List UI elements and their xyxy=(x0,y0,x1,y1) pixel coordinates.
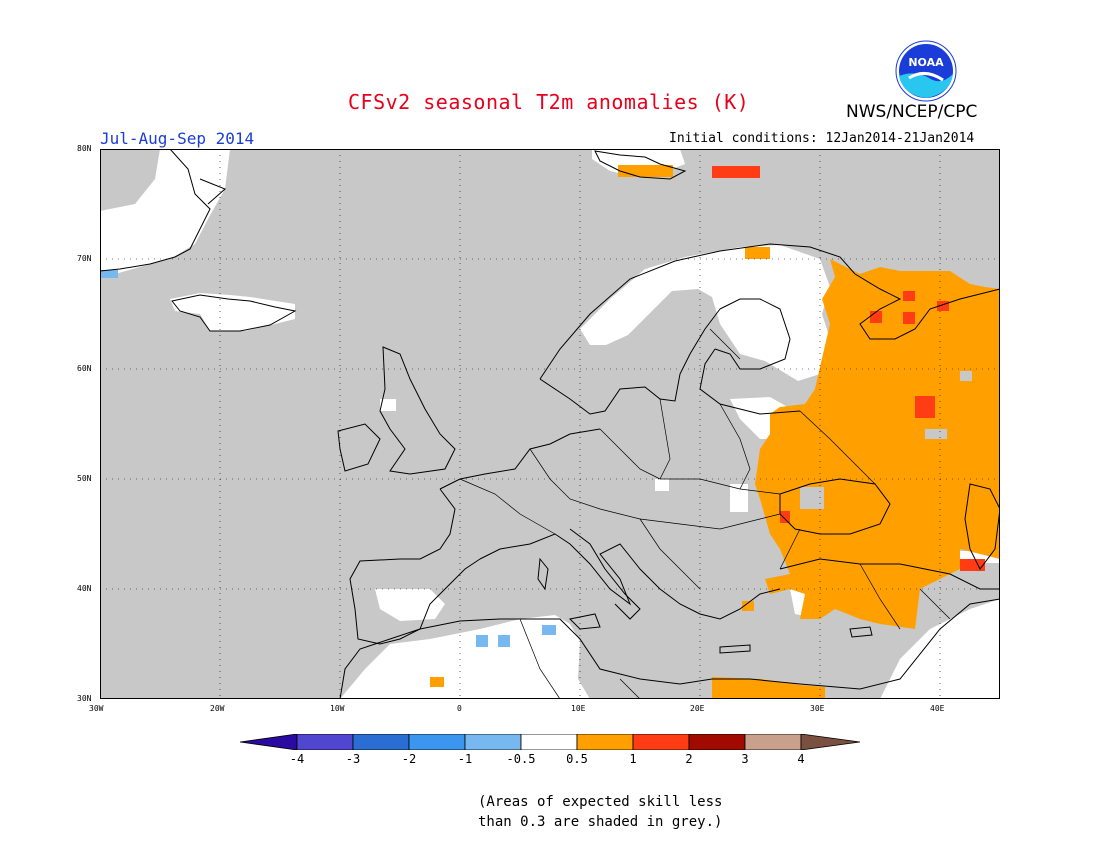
colorbar-seg-6 xyxy=(576,734,634,750)
colorbar-label: 3 xyxy=(741,752,749,766)
lat-label-70n: 70N xyxy=(77,254,92,263)
lon-label-10w: 10W xyxy=(330,704,345,713)
lat-label-80n: 80N xyxy=(77,144,92,153)
colorbar-label: 4 xyxy=(797,752,805,766)
colorbar-label: -1 xyxy=(457,752,473,766)
skill-note: (Areas of expected skill less than 0.3 a… xyxy=(478,792,722,832)
graticule xyxy=(100,149,1000,699)
colorbar-seg-3 xyxy=(408,734,466,750)
skill-note-line-2: than 0.3 are shaded in grey.) xyxy=(478,814,723,830)
lat-label-50n: 50N xyxy=(77,474,92,483)
colorbar-label: -3 xyxy=(345,752,361,766)
skill-note-line-1: (Areas of expected skill less xyxy=(478,794,723,810)
lon-label-0: 0 xyxy=(457,704,462,713)
warm-anomaly-regions xyxy=(430,165,1000,699)
lon-label-20w: 20W xyxy=(210,704,225,713)
colorbar-label: -2 xyxy=(401,752,417,766)
lon-label-20e: 20E xyxy=(690,704,705,713)
forecast-period: Jul-Aug-Sep 2014 xyxy=(100,129,255,148)
strong-warm-regions xyxy=(712,166,985,571)
colorbar-label: 2 xyxy=(685,752,693,766)
lon-label-40e: 40E xyxy=(930,704,945,713)
colorbar-seg-9 xyxy=(744,734,802,750)
lon-label-30e: 30E xyxy=(810,704,825,713)
colorbar-seg-5 xyxy=(520,734,578,750)
country-borders xyxy=(459,328,951,699)
lon-label-10e: 10E xyxy=(571,704,586,713)
colorbar-seg-10 xyxy=(800,734,860,750)
chart-title: CFSv2 seasonal T2m anomalies (K) xyxy=(348,90,750,114)
colorbar-seg-1 xyxy=(296,734,354,750)
colorbar-label: -4 xyxy=(289,752,305,766)
organization-label: NWS/NCEP/CPC xyxy=(846,102,978,122)
cool-anomaly-regions xyxy=(100,270,556,647)
colorbar-label: 1 xyxy=(629,752,637,766)
noaa-logo-icon: NOAA xyxy=(895,40,957,102)
lat-label-40n: 40N xyxy=(77,584,92,593)
lat-label-60n: 60N xyxy=(77,364,92,373)
colorbar-seg-8 xyxy=(688,734,746,750)
colorbar xyxy=(240,734,860,750)
colorbar-seg-0 xyxy=(240,734,298,750)
colorbar-label: -0.5 xyxy=(506,752,536,766)
initial-conditions: Initial conditions: 12Jan2014-21Jan2014 xyxy=(669,131,975,146)
lon-label-30w: 30W xyxy=(89,704,104,713)
logo-text: NOAA xyxy=(908,56,944,69)
colorbar-seg-2 xyxy=(352,734,410,750)
low-skill-patches xyxy=(800,371,972,509)
colorbar-seg-7 xyxy=(632,734,690,750)
colorbar-label: 0.5 xyxy=(566,752,588,766)
colorbar-seg-4 xyxy=(464,734,522,750)
lat-label-30n: 30N xyxy=(77,694,92,703)
anomaly-map xyxy=(100,149,1000,699)
